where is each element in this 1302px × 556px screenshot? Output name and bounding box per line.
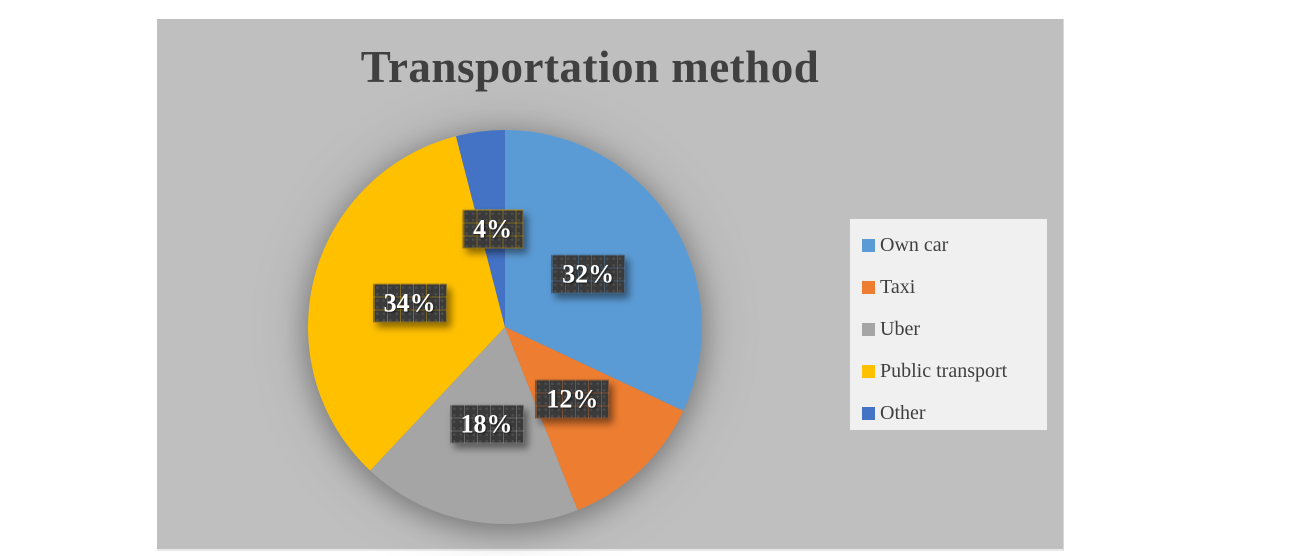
data-label-public-transport[interactable]: 34% bbox=[372, 283, 447, 322]
data-label-taxi[interactable]: 12% bbox=[535, 379, 610, 419]
pie-svg bbox=[307, 130, 702, 525]
data-label-own-car[interactable]: 32% bbox=[551, 254, 626, 294]
legend[interactable]: Own car Taxi Uber Public transport Other bbox=[850, 219, 1047, 430]
legend-item-label: Public transport bbox=[880, 359, 1008, 382]
chart-title[interactable]: Transportation method bbox=[360, 42, 820, 92]
legend-swatch-icon bbox=[862, 322, 875, 336]
data-label-uber[interactable]: 18% bbox=[449, 404, 524, 444]
data-label-other[interactable]: 4% bbox=[462, 209, 524, 249]
legend-item-label: Other bbox=[880, 401, 926, 424]
pie-slice-taxi[interactable] bbox=[505, 327, 684, 511]
legend-swatch-icon bbox=[862, 406, 875, 420]
legend-item-taxi[interactable]: Taxi bbox=[862, 266, 1047, 308]
chart-area[interactable]: Transportation method 32% 12% 18% 34% 4% Own… bbox=[157, 19, 1064, 551]
legend-swatch-icon bbox=[862, 364, 875, 378]
legend-item-other[interactable]: Other bbox=[862, 392, 1047, 434]
legend-swatch-icon bbox=[862, 280, 875, 294]
pie-chart: 32% 12% 18% 34% 4% bbox=[270, 92, 740, 556]
legend-item-label: Uber bbox=[880, 317, 920, 340]
legend-item-public-transport[interactable]: Public transport bbox=[862, 350, 1047, 392]
legend-item-own-car[interactable]: Own car bbox=[862, 224, 1047, 266]
legend-item-uber[interactable]: Uber bbox=[862, 308, 1047, 350]
legend-item-label: Taxi bbox=[880, 275, 916, 298]
legend-swatch-icon bbox=[862, 238, 875, 252]
legend-item-label: Own car bbox=[880, 233, 949, 256]
